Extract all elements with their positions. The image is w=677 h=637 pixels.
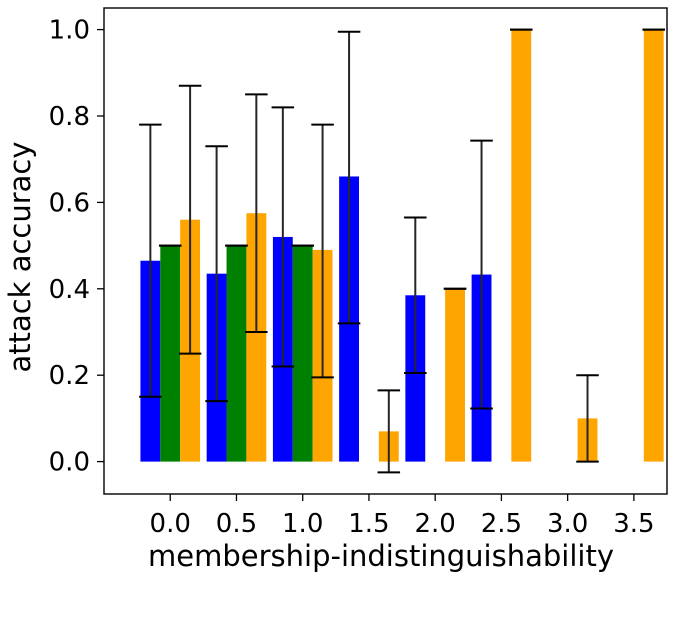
error-bar-s0-5 [470, 139, 493, 410]
error-bar-s0-2 [271, 106, 295, 368]
x-axis-label: membership-indistinguishability [148, 539, 614, 573]
y-tick-label: 1.0 [49, 16, 90, 46]
bar-s2-1 [246, 213, 267, 462]
x-tick-label: 0.5 [216, 509, 257, 539]
error-bar-s2-6 [576, 374, 599, 463]
error-bars-layer [139, 28, 666, 474]
y-axis-label: attack accuracy [3, 141, 37, 372]
error-bar-s0-3 [337, 30, 361, 325]
error-bar-s2-0 [178, 84, 202, 355]
bar-s1-1 [226, 245, 247, 462]
error-bar-s0-0 [139, 123, 162, 398]
x-tick-label: 0.0 [150, 509, 191, 539]
error-bar-s2-3 [377, 389, 401, 474]
bar-s2-7 [643, 29, 664, 462]
y-tick-label: 0.8 [49, 102, 90, 132]
x-tick-label: 2.0 [414, 509, 455, 539]
x-axis-ticks: 0.0 0.5 1.0 1.5 2.0 2.5 3.0 3.5 [150, 494, 655, 539]
error-bar-s2-1 [245, 93, 268, 333]
bar-s1-2 [292, 245, 313, 462]
y-axis-ticks: 0.0 0.2 0.4 0.6 0.8 1.0 [49, 16, 104, 478]
x-tick-label: 1.5 [348, 509, 389, 539]
error-bar-s0-4 [404, 216, 427, 375]
x-tick-label: 3.0 [547, 509, 588, 539]
y-tick-label: 0.2 [49, 361, 90, 391]
bar-s2-4 [445, 288, 465, 462]
x-tick-label: 1.0 [282, 509, 323, 539]
y-tick-label: 0.4 [49, 275, 90, 305]
x-tick-label: 2.5 [481, 509, 522, 539]
bar-s2-5 [511, 29, 532, 462]
error-bar-s0-1 [205, 145, 228, 403]
bar-s0-4 [405, 295, 426, 462]
plot-frame [103, 7, 668, 495]
error-bar-s2-2 [311, 123, 334, 379]
bars-layer [140, 29, 664, 462]
y-tick-label: 0.6 [49, 188, 90, 218]
y-tick-label: 0.0 [49, 448, 90, 478]
bar-s1-0 [160, 245, 181, 462]
x-tick-label: 3.5 [613, 509, 654, 539]
